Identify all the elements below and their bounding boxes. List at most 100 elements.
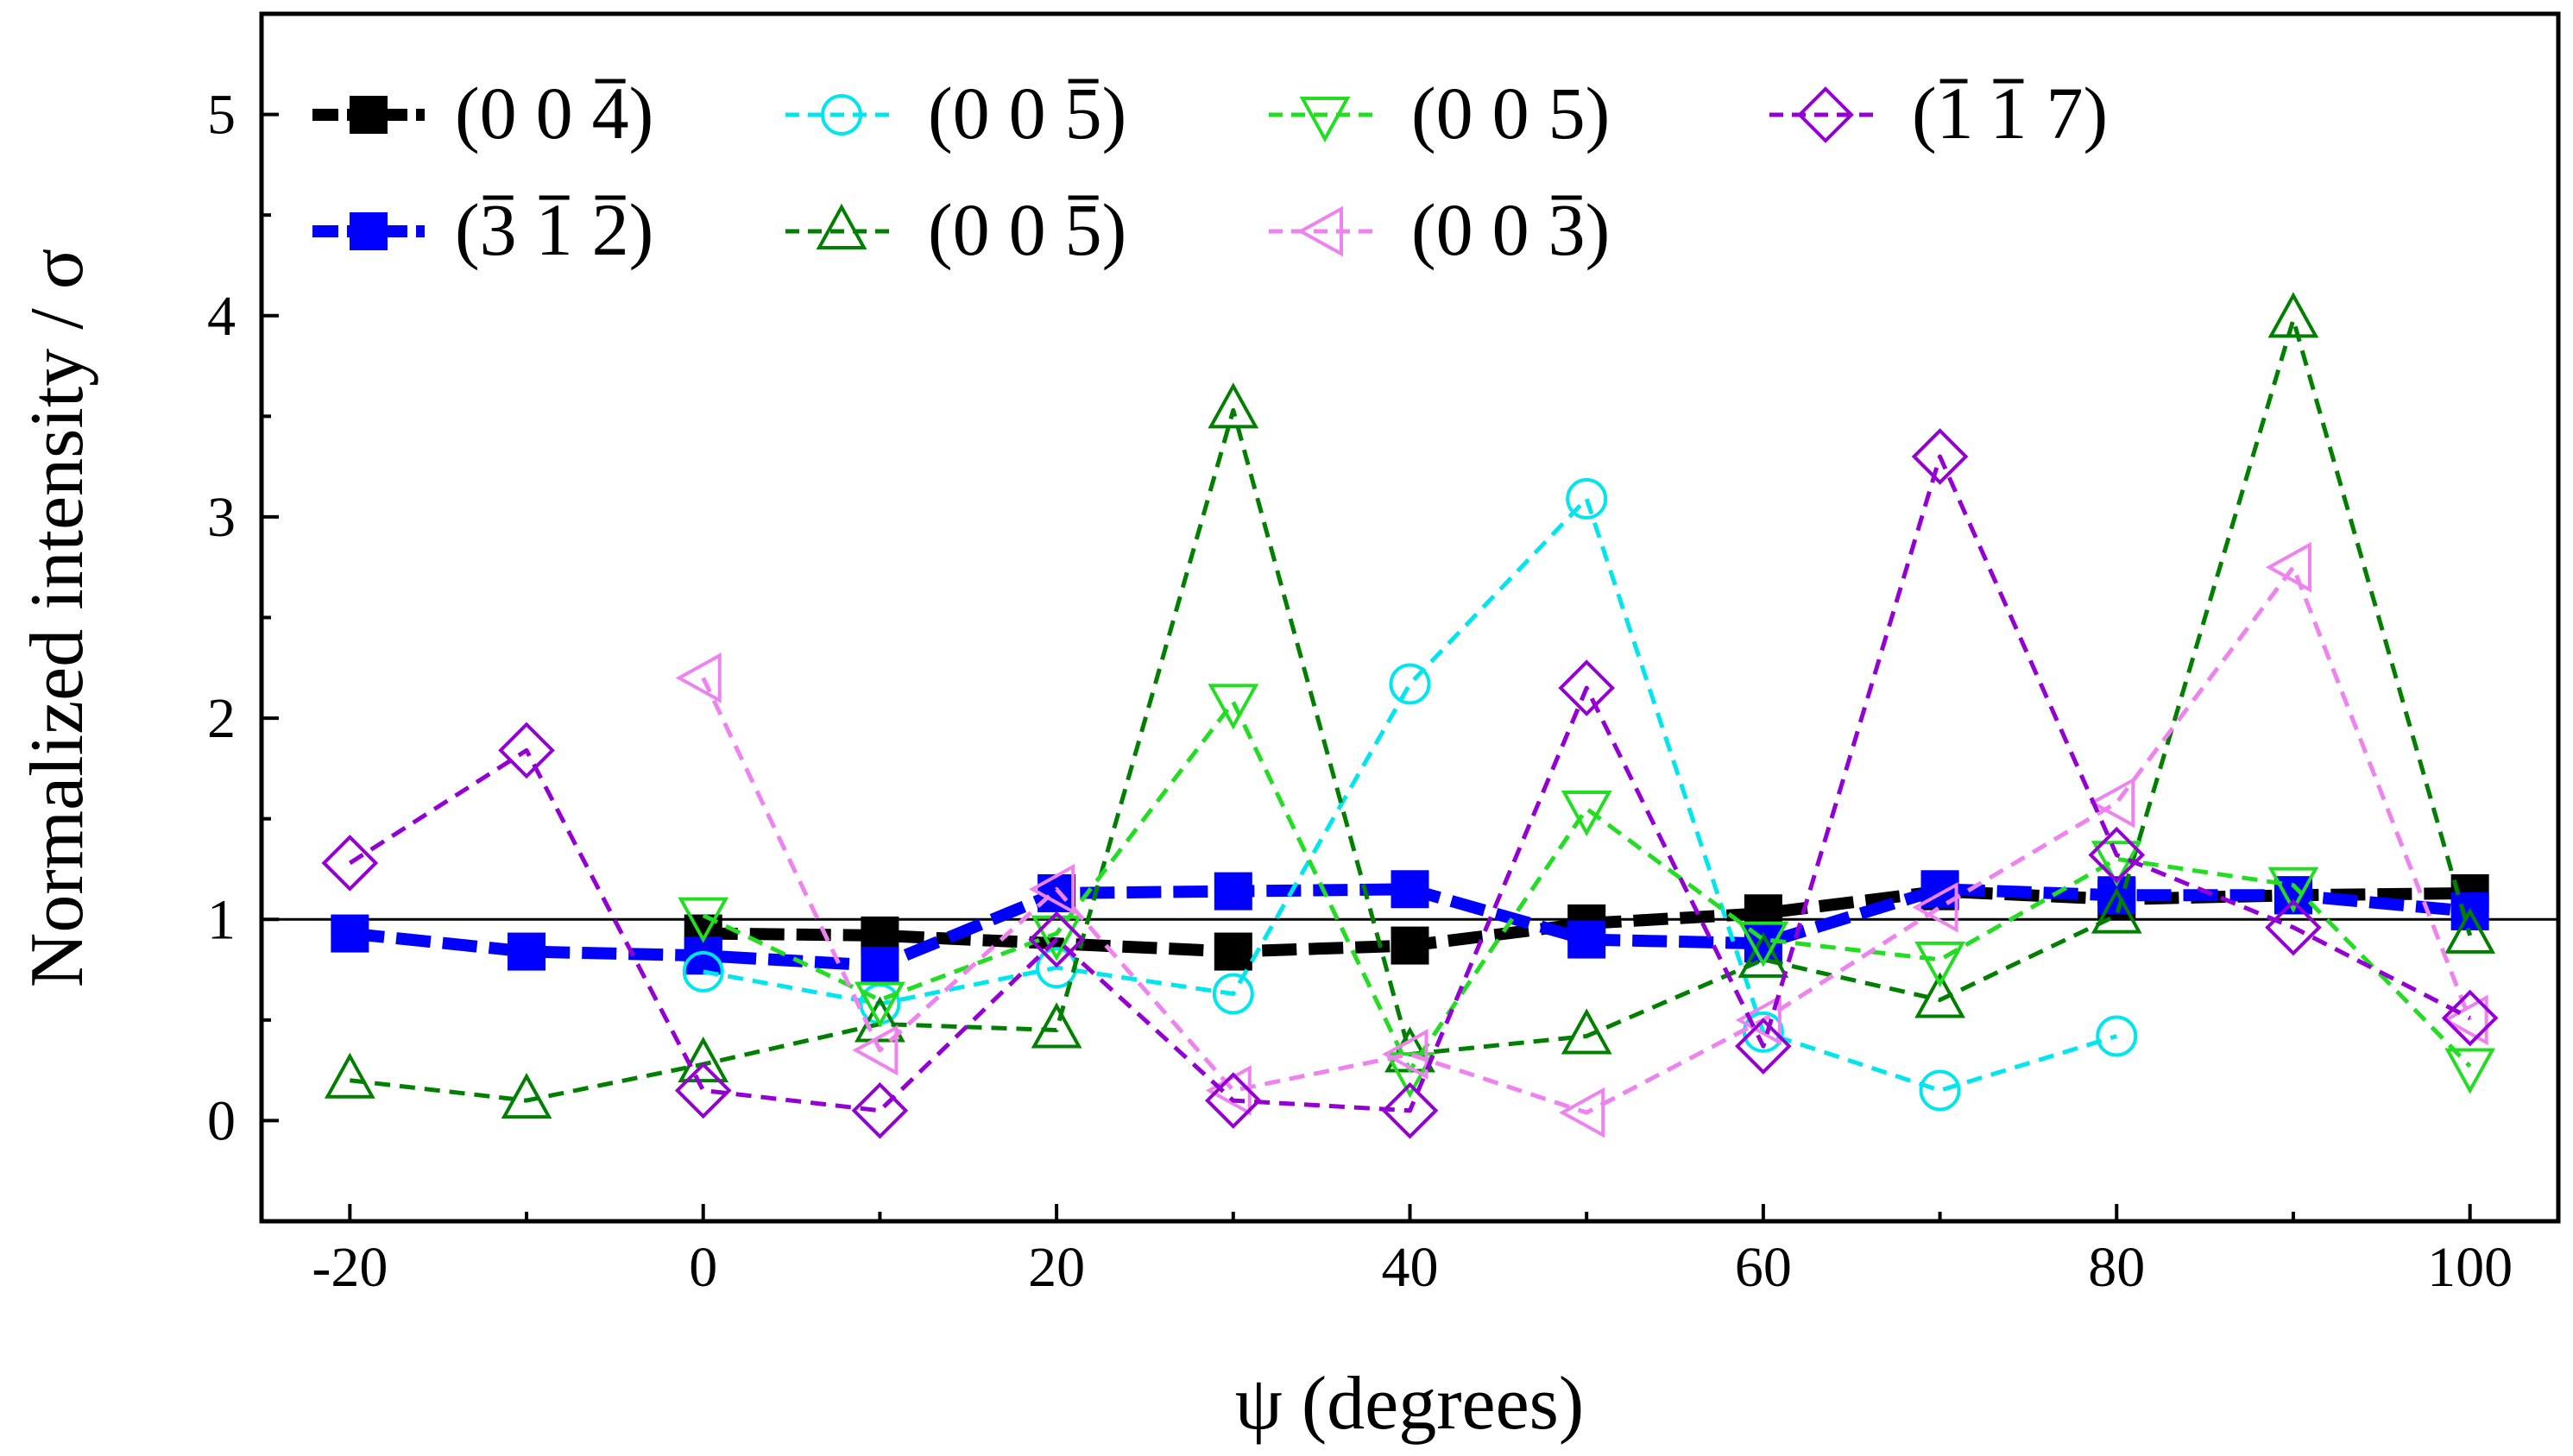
data-point [1737,931,1789,978]
data-point [1735,1018,1792,1075]
data-point [1914,941,1965,988]
legend-paren: ( [455,72,480,154]
data-point [1566,477,1608,520]
data-point [508,932,546,971]
data-point [1212,973,1254,1015]
data-point [1031,915,1082,961]
data-point [2444,1048,2496,1094]
legend-label: (0 0 5) [1411,72,1610,154]
x-tick-label: 100 [2427,1236,2513,1299]
legend-paren: ( [1411,188,1436,271]
data-point [2444,907,2496,954]
miller-index: 0 [1436,188,1473,271]
miller-index: 1 [1937,72,1971,154]
data-point [321,835,379,892]
data-point [852,1024,899,1076]
series-line [701,564,2472,1115]
series-line [702,699,2472,1073]
data-point [1567,920,1606,959]
x-tick-label: 0 [689,1236,717,1299]
data-point [675,652,722,703]
miller-index: 5 [1548,72,1586,154]
data-point [851,1081,909,1139]
legend-entry: (3 1 2) [312,188,653,271]
y-tick-label: 5 [207,84,236,147]
series-line [703,496,2118,1093]
data-point [498,722,555,779]
y-tick-label: 1 [207,888,236,951]
data-point [2441,989,2499,1047]
data-point [2265,898,2322,956]
legend-marker [816,203,867,249]
miller-index: 4 [592,72,629,154]
data-point [1919,1069,1961,1112]
data-point [2442,994,2488,1046]
data-point [855,981,905,1028]
legend-paren: ( [1411,72,1436,154]
miller-index: 0 [1009,72,1046,154]
miller-index: 3 [480,188,517,271]
miller-index: 5 [1065,188,1102,271]
legend-marker [821,94,862,136]
data-point [1558,659,1616,716]
legend-label: (0 0 5) [928,188,1126,271]
data-point [1391,926,1429,965]
y-tick-label: 3 [207,486,236,549]
miller-index: 0 [1492,188,1529,271]
data-point [1912,881,1958,933]
data-point [1204,1072,1262,1129]
legend-marker [1296,205,1343,257]
data-point [1561,791,1612,837]
data-point [855,996,905,1043]
data-point [1214,872,1252,911]
data-point [1561,1008,1612,1055]
legend-label: (3 1 2) [455,188,653,271]
x-tick-label: 60 [1735,1236,1792,1299]
miller-index: 2 [592,188,629,271]
x-tick-label: 20 [1028,1236,1085,1299]
x-tick-label: 80 [2088,1236,2145,1299]
legend-label: (1 1 7) [1912,72,2108,154]
miller-index: 5 [1065,72,1102,154]
miller-index: 0 [953,188,990,271]
data-point [2091,841,2142,887]
series-line [349,454,2471,1113]
data-point [682,950,724,993]
miller-index: 3 [1548,188,1586,271]
data-point [1559,1087,1605,1138]
miller-index: 0 [1492,72,1529,154]
data-point [1911,428,1969,485]
data-point [1028,863,1075,915]
legend-entry: (0 0 3) [1269,188,1610,271]
data-point [501,1072,552,1119]
legend-label: (0 0 5) [928,72,1126,154]
y-tick-label: 0 [207,1089,236,1152]
legend-paren: ) [1102,188,1127,271]
legend-paren: ( [455,188,480,271]
data-point [2265,541,2311,593]
legend-entry: (0 0 5) [1269,72,1610,154]
data-point [1028,911,1085,968]
legend-marker [1299,97,1351,143]
miller-index: 0 [1009,188,1046,271]
data-point [2091,887,2142,934]
miller-index: 0 [536,72,573,154]
data-point [1735,994,1782,1046]
legend-marker [350,96,388,134]
x-tick-label: -20 [312,1236,388,1299]
data-point [1389,663,1431,705]
data-point [2096,1015,2138,1057]
legend-paren: ( [1912,72,1937,154]
miller-index: 7 [2046,72,2083,154]
data-point [1208,684,1259,730]
legend-paren: ) [1586,72,1611,154]
data-point [1037,873,1076,912]
data-point [2267,867,2319,913]
legend-entry: (0 0 5) [785,188,1126,271]
series-layer [321,292,2499,1139]
data-point [2089,777,2135,829]
x-tick-label: 40 [1382,1236,1439,1299]
